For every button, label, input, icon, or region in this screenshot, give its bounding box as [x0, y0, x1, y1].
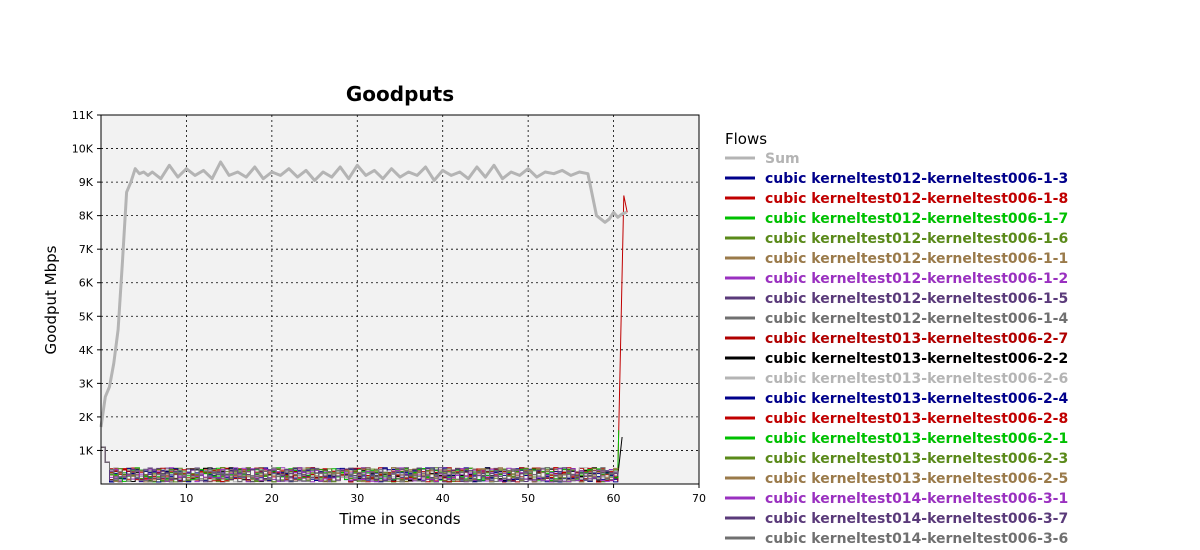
axis-ticks: 10 20 30 40 50 60 70 1K 2K 3K 4K 5K 6K 7K 8K 9K 10K 11K [72, 109, 706, 505]
legend-title: Flows [725, 130, 767, 148]
legend-entry: cubic kerneltest014-kerneltest006-3-6 [765, 531, 1068, 547]
legend-entry: cubic kerneltest012-kerneltest006-1-6 [765, 231, 1068, 247]
x-tick-label: 50 [521, 492, 535, 505]
legend-entry: cubic kerneltest014-kerneltest006-3-7 [765, 511, 1068, 527]
grid-lines [101, 115, 699, 484]
legend-entry: cubic kerneltest012-kerneltest006-1-2 [765, 271, 1068, 287]
legend-entry: cubic kerneltest012-kerneltest006-1-3 [765, 171, 1068, 187]
legend-entry: cubic kerneltest012-kerneltest006-1-4 [765, 311, 1068, 327]
x-tick-label: 60 [607, 492, 621, 505]
plot-border [100, 114, 700, 485]
x-axis-label: Time in seconds [338, 510, 460, 528]
legend-entry: cubic kerneltest013-kerneltest006-2-6 [765, 371, 1068, 387]
legend-entry: cubic kerneltest013-kerneltest006-2-8 [765, 411, 1068, 427]
legend-entry: Sum [765, 151, 800, 167]
x-tick-label: 30 [350, 492, 364, 505]
legend: Flows Sum cubic kerneltest012-kerneltest0… [725, 130, 1068, 547]
legend-entry: cubic kerneltest013-kerneltest006-2-5 [765, 471, 1068, 487]
x-tick-label: 40 [436, 492, 450, 505]
y-tick-label: 6K [79, 277, 94, 290]
y-tick-label: 2K [79, 411, 94, 424]
y-tick-label: 8K [79, 210, 94, 223]
legend-entry: cubic kerneltest014-kerneltest006-3-1 [765, 491, 1068, 507]
legend-entry: cubic kerneltest012-kerneltest006-1-7 [765, 211, 1068, 227]
chart-title: Goodputs [346, 82, 454, 106]
legend-entry: cubic kerneltest012-kerneltest006-1-8 [765, 191, 1068, 207]
sum-line [99, 160, 627, 428]
y-tick-label: 5K [79, 310, 94, 323]
x-tick-label: 10 [179, 492, 193, 505]
y-tick-label: 9K [79, 176, 94, 189]
legend-entry: cubic kerneltest013-kerneltest006-2-2 [765, 351, 1068, 367]
x-tick-label: 70 [692, 492, 706, 505]
flow-lines [101, 195, 628, 483]
y-tick-label: 1K [79, 444, 94, 457]
y-tick-label: 7K [79, 243, 94, 256]
legend-entry: cubic kerneltest013-kerneltest006-2-4 [765, 391, 1068, 407]
y-tick-label: 3K [79, 377, 94, 390]
y-tick-label: 10K [72, 143, 94, 156]
legend-entry: cubic kerneltest013-kerneltest006-2-7 [765, 331, 1068, 347]
sum-series [99, 160, 627, 428]
legend-entry: cubic kerneltest012-kerneltest006-1-1 [765, 251, 1068, 267]
y-tick-label: 11K [72, 109, 94, 122]
legend-entry: cubic kerneltest013-kerneltest006-2-1 [765, 431, 1068, 447]
flow-line [101, 446, 619, 483]
x-tick-label: 20 [265, 492, 279, 505]
legend-entry: cubic kerneltest013-kerneltest006-2-3 [765, 451, 1068, 467]
legend-entry: cubic kerneltest012-kerneltest006-1-5 [765, 291, 1068, 307]
y-tick-label: 4K [79, 344, 94, 357]
y-axis-label: Goodput Mbps [42, 245, 60, 354]
